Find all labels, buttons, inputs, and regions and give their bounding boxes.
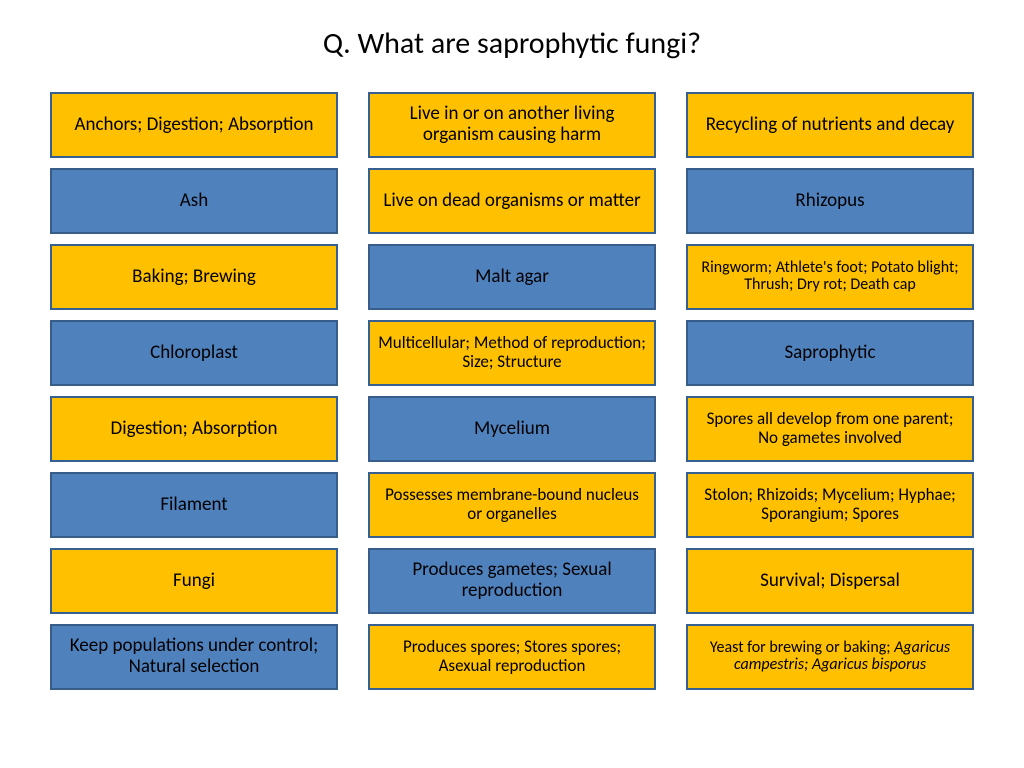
- answer-cell-4[interactable]: Live on dead organisms or matter: [368, 168, 656, 234]
- answer-cell-2[interactable]: Recycling of nutrients and decay: [686, 92, 974, 158]
- answer-cell-11[interactable]: Saprophytic: [686, 320, 974, 386]
- answer-cell-13[interactable]: Mycelium: [368, 396, 656, 462]
- answer-cell-6[interactable]: Baking; Brewing: [50, 244, 338, 310]
- answer-cell-5[interactable]: Rhizopus: [686, 168, 974, 234]
- answer-cell-23[interactable]: Yeast for brewing or baking; Agaricus ca…: [686, 624, 974, 690]
- answer-cell-20[interactable]: Survival; Dispersal: [686, 548, 974, 614]
- answer-cell-9[interactable]: Chloroplast: [50, 320, 338, 386]
- answer-cell-22[interactable]: Produces spores; Stores spores; Asexual …: [368, 624, 656, 690]
- answer-grid: Anchors; Digestion; Absorption Live in or…: [50, 92, 974, 690]
- answer-cell-12[interactable]: Digestion; Absorption: [50, 396, 338, 462]
- answer-cell-1[interactable]: Live in or on another living organism ca…: [368, 92, 656, 158]
- answer-cell-8[interactable]: Ringworm; Athlete's foot; Potato blight;…: [686, 244, 974, 310]
- answer-cell-15[interactable]: Filament: [50, 472, 338, 538]
- answer-cell-7[interactable]: Malt agar: [368, 244, 656, 310]
- answer-cell-21[interactable]: Keep populations under control; Natural …: [50, 624, 338, 690]
- answer-cell-14[interactable]: Spores all develop from one parent; No g…: [686, 396, 974, 462]
- answer-cell-19[interactable]: Produces gametes; Sexual reproduction: [368, 548, 656, 614]
- answer-cell-17[interactable]: Stolon; Rhizoids; Mycelium; Hyphae; Spor…: [686, 472, 974, 538]
- page-title: Q. What are saprophytic fungi?: [50, 25, 974, 62]
- answer-cell-10[interactable]: Multicellular; Method of reproduction; S…: [368, 320, 656, 386]
- answer-cell-3[interactable]: Ash: [50, 168, 338, 234]
- answer-cell-0[interactable]: Anchors; Digestion; Absorption: [50, 92, 338, 158]
- answer-cell-18[interactable]: Fungi: [50, 548, 338, 614]
- answer-cell-16[interactable]: Possesses membrane-bound nucleus or orga…: [368, 472, 656, 538]
